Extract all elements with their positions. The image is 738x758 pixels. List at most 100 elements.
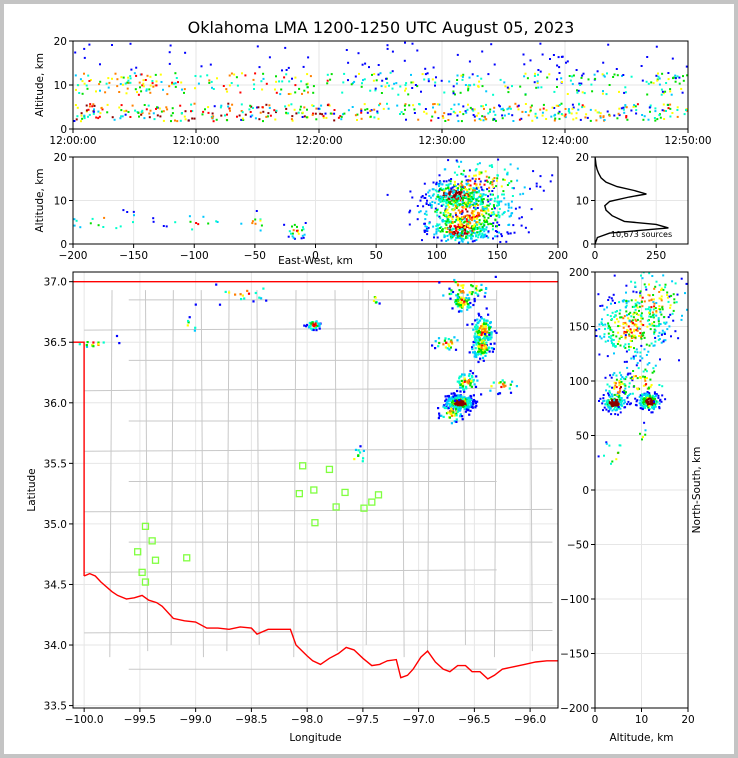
x-tick-label: 12:00:00 bbox=[49, 135, 96, 147]
source-pixel bbox=[469, 409, 472, 412]
source-pixel bbox=[658, 297, 661, 300]
source-pixel bbox=[473, 232, 476, 235]
source-pixel bbox=[507, 209, 510, 212]
source-pixel bbox=[481, 206, 484, 209]
source-pixel bbox=[456, 160, 459, 163]
source-pixel bbox=[646, 393, 649, 396]
source-pixel bbox=[627, 313, 630, 316]
source-pixel bbox=[458, 184, 461, 187]
source-pixel bbox=[641, 404, 644, 407]
source-pixel bbox=[648, 106, 651, 109]
source-pixel bbox=[469, 199, 471, 202]
source-pixel bbox=[453, 278, 456, 282]
source-pixel bbox=[475, 200, 478, 203]
source-pixel bbox=[468, 221, 471, 224]
source-pixel bbox=[658, 83, 661, 86]
source-pixel bbox=[242, 119, 245, 121]
source-pixel bbox=[640, 323, 643, 326]
source-pixel bbox=[472, 213, 475, 216]
source-pixel bbox=[461, 401, 465, 404]
source-pixel bbox=[458, 404, 461, 408]
source-pixel bbox=[511, 85, 513, 88]
source-pixel bbox=[460, 160, 463, 163]
source-pixel bbox=[473, 119, 476, 122]
source-pixel bbox=[629, 377, 632, 380]
source-pixel bbox=[267, 112, 270, 115]
source-pixel bbox=[386, 102, 388, 105]
source-pixel bbox=[467, 219, 470, 222]
source-pixel bbox=[664, 90, 667, 93]
source-pixel bbox=[558, 110, 561, 113]
source-pixel bbox=[512, 224, 515, 227]
source-pixel bbox=[211, 86, 213, 89]
source-pixel bbox=[329, 78, 332, 81]
source-pixel bbox=[478, 331, 482, 334]
source-pixel bbox=[676, 270, 678, 272]
source-pixel bbox=[147, 104, 150, 107]
source-pixel bbox=[462, 202, 465, 205]
source-pixel bbox=[510, 206, 513, 209]
source-pixel bbox=[93, 104, 96, 107]
source-pixel bbox=[627, 372, 630, 375]
source-pixel bbox=[299, 105, 302, 108]
source-pixel bbox=[669, 313, 672, 316]
source-pixel bbox=[458, 225, 461, 228]
source-pixel bbox=[461, 209, 464, 212]
source-pixel bbox=[507, 202, 510, 205]
source-pixel bbox=[452, 235, 455, 237]
source-pixel bbox=[491, 193, 494, 196]
source-pixel bbox=[359, 451, 362, 454]
x-tick-label: 200 bbox=[548, 250, 568, 262]
source-pixel bbox=[553, 119, 556, 122]
source-pixel bbox=[601, 92, 604, 95]
source-pixel bbox=[458, 304, 461, 307]
source-pixel bbox=[353, 80, 356, 83]
county-line bbox=[493, 290, 498, 658]
source-pixel bbox=[533, 75, 536, 77]
source-pixel bbox=[616, 310, 618, 313]
source-pixel bbox=[468, 413, 471, 416]
source-pixel bbox=[632, 322, 634, 325]
source-pixel bbox=[447, 343, 450, 346]
source-pixel bbox=[126, 211, 129, 213]
source-pixel bbox=[490, 211, 493, 214]
source-pixel bbox=[653, 321, 656, 324]
source-pixel bbox=[423, 196, 426, 199]
source-pixel bbox=[637, 327, 640, 330]
source-pixel bbox=[88, 43, 91, 46]
source-pixel bbox=[472, 344, 475, 347]
source-pixel bbox=[619, 344, 622, 347]
source-pixel bbox=[169, 44, 172, 47]
source-pixel bbox=[608, 402, 611, 405]
source-pixel bbox=[461, 200, 464, 203]
source-pixel bbox=[478, 231, 481, 233]
source-pixel bbox=[506, 173, 509, 176]
source-pixel bbox=[478, 314, 481, 317]
source-pixel bbox=[418, 103, 421, 106]
source-pixel bbox=[140, 111, 143, 113]
source-pixel bbox=[467, 403, 470, 406]
source-pixel bbox=[616, 398, 619, 401]
source-pixel bbox=[228, 84, 231, 87]
source-pixel bbox=[464, 229, 467, 232]
source-pixel bbox=[484, 333, 487, 336]
source-pixel bbox=[642, 118, 645, 121]
source-pixel bbox=[529, 187, 531, 190]
source-pixel bbox=[636, 318, 639, 321]
source-pixel bbox=[260, 80, 263, 83]
source-pixel bbox=[416, 49, 419, 52]
source-pixel bbox=[641, 393, 644, 396]
source-pixel bbox=[613, 274, 616, 277]
source-pixel bbox=[197, 223, 200, 226]
source-pixel bbox=[642, 384, 645, 387]
x-tick-label: −99.5 bbox=[124, 714, 156, 726]
source-pixel bbox=[78, 343, 81, 346]
source-pixel bbox=[455, 394, 458, 397]
source-pixel bbox=[387, 107, 390, 110]
source-pixel bbox=[483, 337, 486, 340]
source-pixel bbox=[650, 397, 653, 400]
source-pixel bbox=[483, 323, 486, 326]
source-pixel bbox=[467, 87, 470, 90]
source-pixel bbox=[304, 222, 307, 224]
source-pixel bbox=[636, 301, 639, 304]
